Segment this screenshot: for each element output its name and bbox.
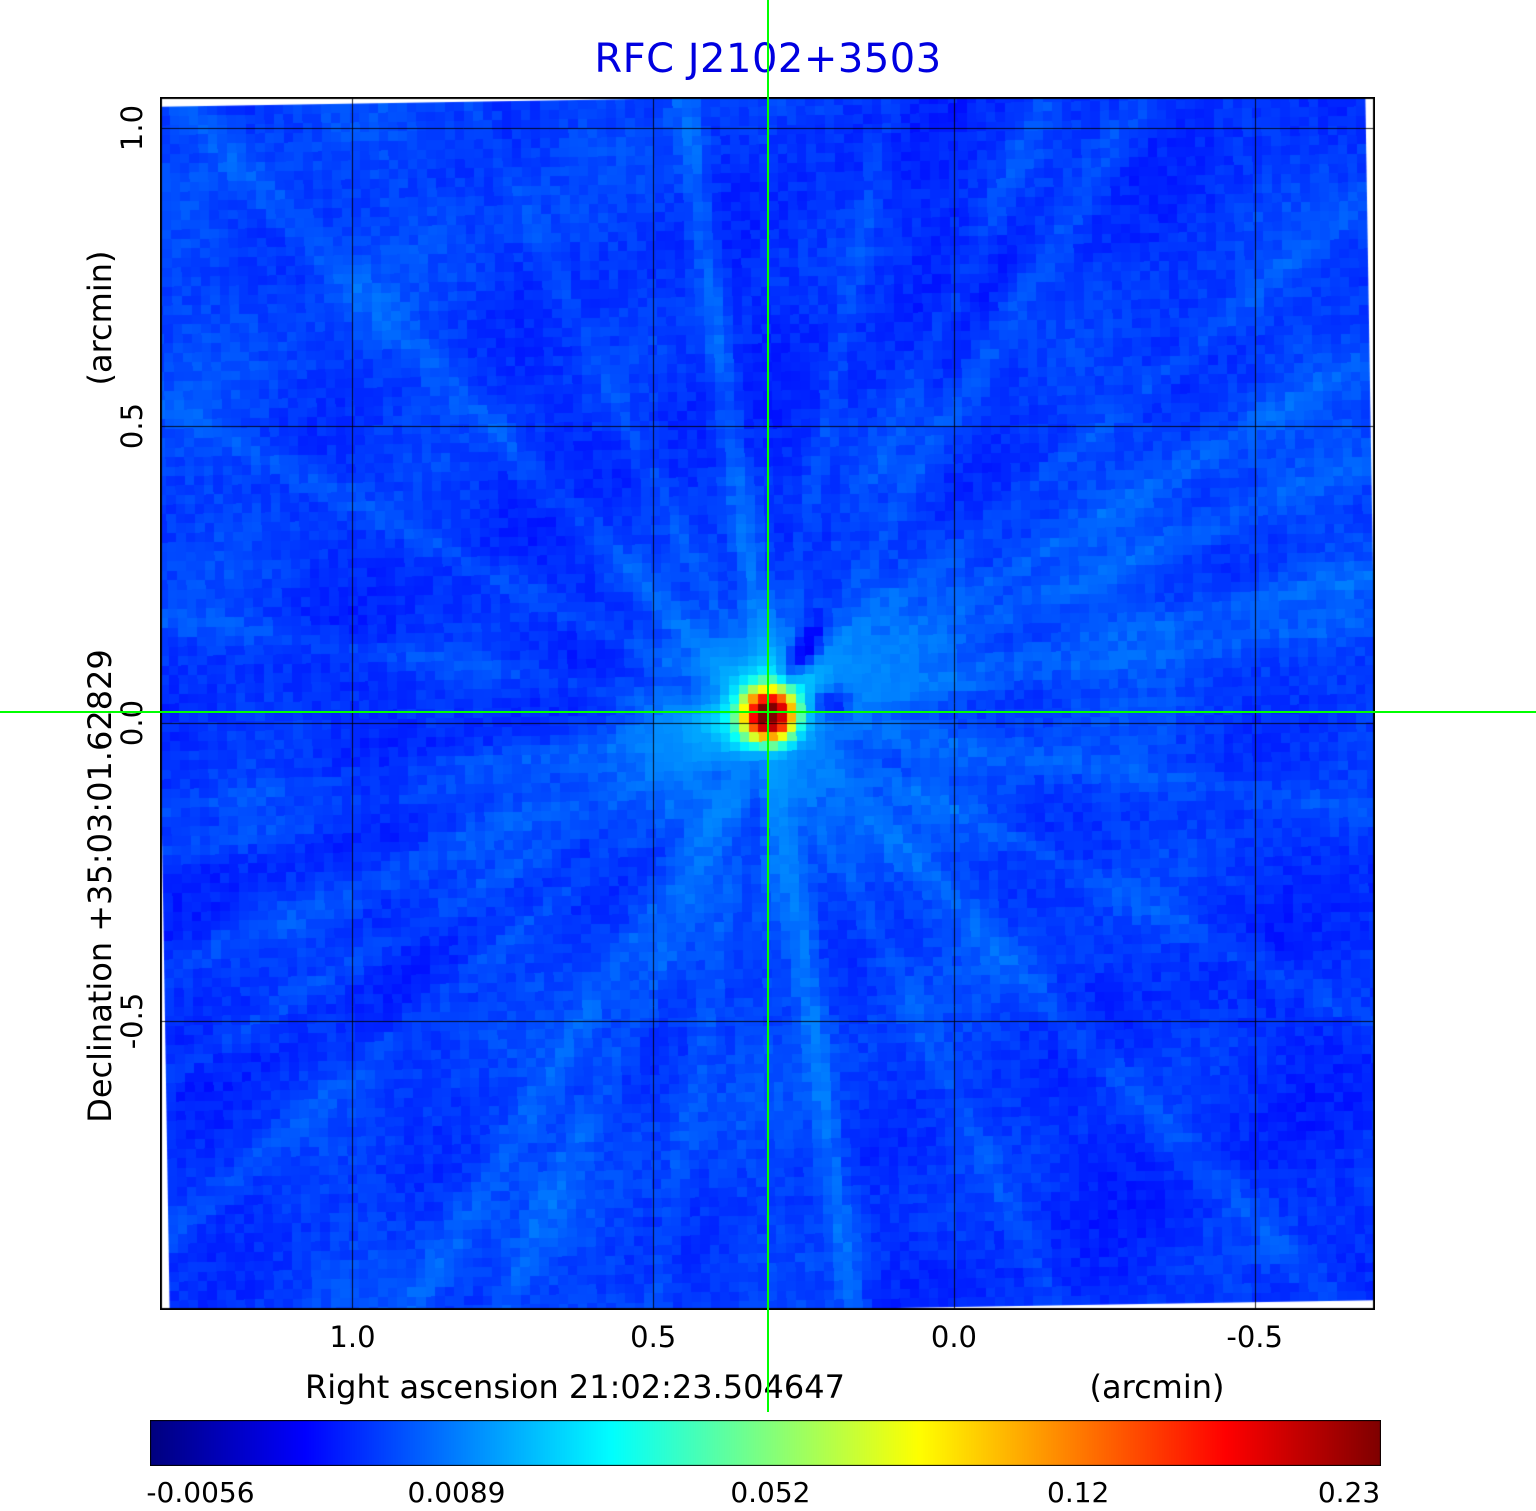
y-tick-label: 1.0 [115, 104, 149, 152]
colorbar-tick-label: 0.052 [730, 1476, 811, 1509]
y-axis-label: Declination +35:03:01.62829 [81, 649, 119, 1123]
x-axis-unit-label: (arcmin) [1089, 1368, 1225, 1406]
crosshair-vertical-line [766, 0, 769, 1412]
colorbar [150, 1420, 1381, 1466]
y-tick-label: 0.0 [115, 700, 149, 747]
crosshair-horizontal-line [0, 710, 1536, 713]
x-tick-label: 1.0 [329, 1320, 376, 1354]
y-tick-label: 0.5 [115, 402, 149, 449]
x-axis-label: Right ascension 21:02:23.504647 [305, 1368, 845, 1406]
x-tick-label: 0.5 [630, 1320, 677, 1354]
colorbar-tick-label: -0.0056 [146, 1476, 255, 1509]
y-axis-unit-label: (arcmin) [81, 250, 119, 386]
x-tick-label: -0.5 [1226, 1320, 1283, 1354]
colorbar-tick-label: 0.12 [1047, 1476, 1110, 1509]
colorbar-tick-label: 0.0089 [407, 1476, 506, 1509]
colorbar-tick-label: 0.23 [1317, 1476, 1381, 1509]
y-tick-label: -0.5 [115, 992, 149, 1050]
x-tick-label: 0.0 [930, 1320, 978, 1354]
